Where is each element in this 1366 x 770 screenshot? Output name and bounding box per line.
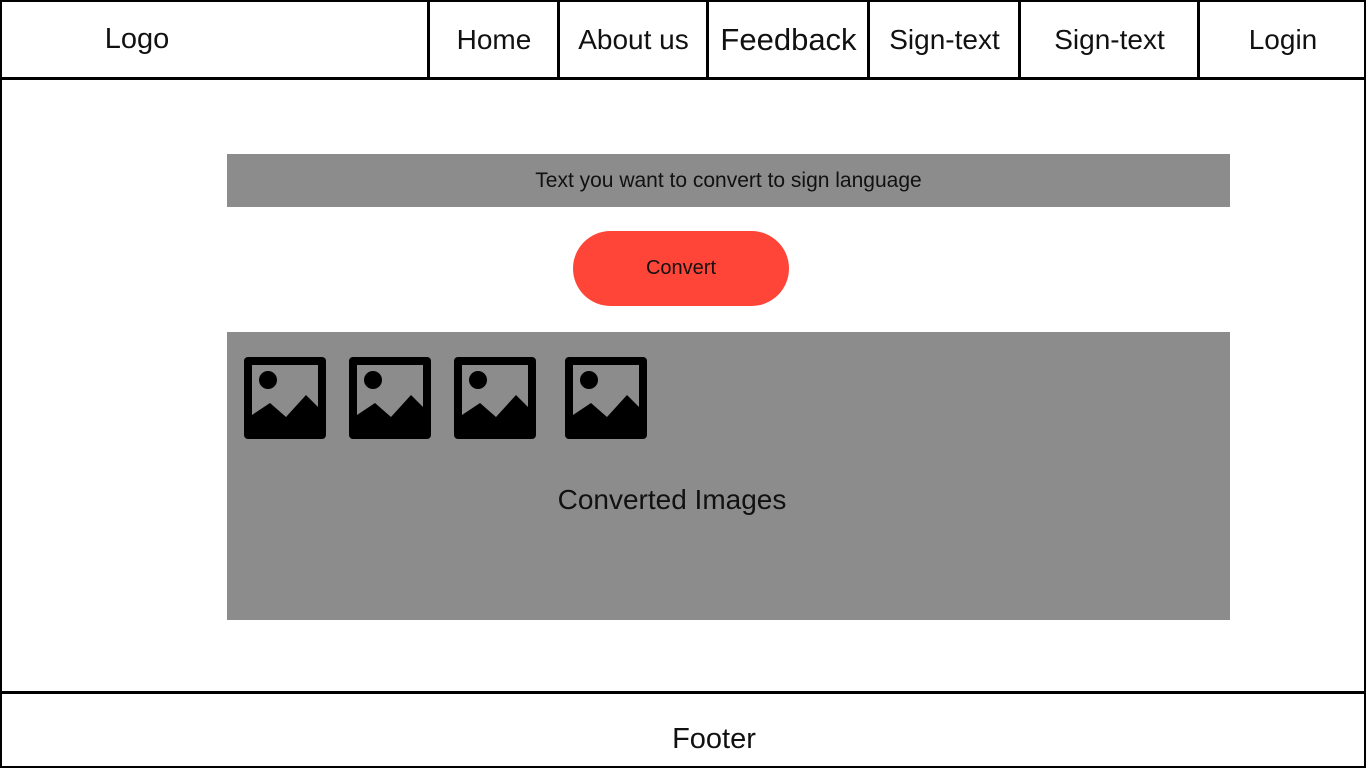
nav-item-home[interactable]: Home [456, 23, 532, 55]
nav-divider [427, 2, 430, 78]
image-placeholder-icon [244, 357, 326, 439]
image-placeholder-icon [349, 357, 431, 439]
navbar: Logo Home About us Feedback Sign-text Si… [2, 2, 1366, 80]
footer: Footer [2, 691, 1366, 770]
converted-images-label: Converted Images [557, 484, 787, 515]
footer-label: Footer [672, 722, 756, 755]
nav-divider [867, 2, 870, 78]
nav-item-sign-text[interactable]: Sign-text [889, 23, 1000, 55]
nav-item-feedback[interactable]: Feedback [720, 21, 857, 57]
converted-images-panel: Converted Images [227, 332, 1230, 620]
convert-button[interactable]: Convert [573, 231, 789, 306]
nav-item-login[interactable]: Login [1248, 23, 1318, 55]
nav-divider [557, 2, 560, 78]
nav-divider [1197, 2, 1200, 78]
nav-item-about-us[interactable]: About us [578, 23, 689, 55]
text-to-sign-input[interactable] [227, 154, 1230, 207]
logo[interactable]: Logo [104, 23, 170, 55]
image-placeholder-icon [565, 357, 647, 439]
nav-divider [706, 2, 709, 78]
nav-item-sign-text-2[interactable]: Sign-text [1054, 23, 1165, 55]
nav-divider [1018, 2, 1021, 78]
image-placeholder-icon [454, 357, 536, 439]
